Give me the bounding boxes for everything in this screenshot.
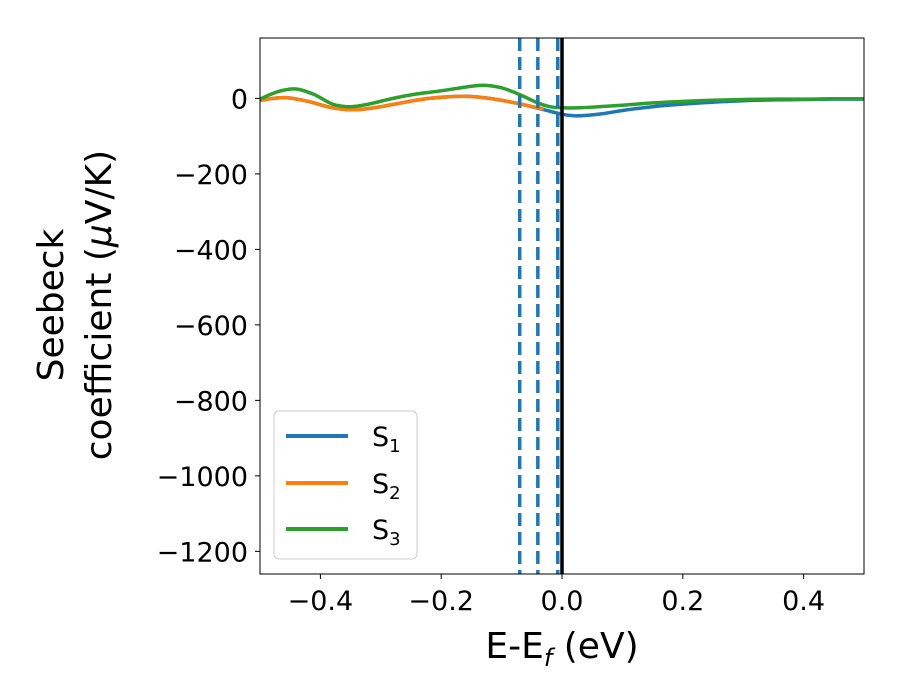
- y-tick-label: −800: [174, 386, 248, 417]
- y-axis-label-line2: coefficient (μV/K): [79, 150, 120, 460]
- series-line-s2: [260, 94, 545, 112]
- x-axis-label: E-Ef (eV): [485, 626, 638, 672]
- series-line-s3: [260, 83, 864, 110]
- y-tick-label: −1200: [157, 537, 248, 568]
- y-tick-label: −400: [174, 235, 248, 266]
- legend-label-s2: S2: [372, 469, 401, 504]
- y-tick-label: 0: [231, 84, 248, 115]
- x-tick-label: 0.0: [541, 586, 584, 617]
- y-tick-label: −1000: [157, 462, 248, 493]
- x-tick-label: 0.4: [782, 586, 825, 617]
- y-axis-label-line1: Seebeck: [31, 228, 72, 381]
- legend-label-s3: S3: [372, 515, 401, 550]
- legend-label-s1: S1: [372, 422, 401, 457]
- x-tick-label: −0.2: [408, 586, 474, 617]
- y-tick-label: −200: [174, 160, 248, 191]
- x-tick-label: −0.4: [288, 586, 354, 617]
- legend: S1 S2 S3: [273, 410, 418, 560]
- y-tick-label: −600: [174, 311, 248, 342]
- axis-ticks: −0.4 −0.2 0.0 0.2 0.4 0 −200 −400 −600 −800 −1000 −…: [157, 84, 825, 617]
- x-tick-label: 0.2: [661, 586, 704, 617]
